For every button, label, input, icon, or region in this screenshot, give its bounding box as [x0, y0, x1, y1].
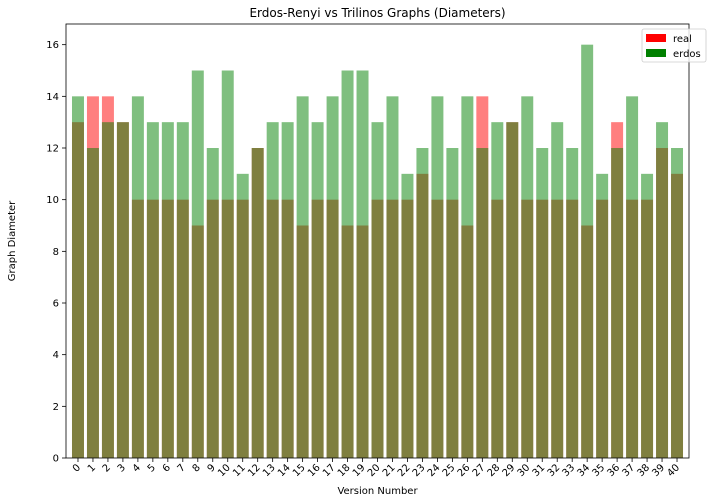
x-tick-label: 6: [161, 462, 173, 474]
legend: real erdos: [641, 28, 707, 63]
bar-erdos-20: [371, 122, 384, 459]
bar-erdos-35: [596, 173, 609, 459]
bar-erdos-1: [86, 148, 99, 458]
x-tick-label: 1: [86, 462, 98, 474]
bar-erdos-40: [671, 148, 684, 458]
bar-erdos-30: [521, 96, 534, 458]
y-axis: 0 2 4 6 8 10 12 14 16: [46, 40, 66, 465]
y-tick-label: 14: [46, 92, 59, 103]
bar-erdos-6: [161, 122, 174, 459]
bar-erdos-0: [71, 96, 84, 458]
bar-erdos-14: [281, 122, 294, 459]
bar-erdos-37: [626, 96, 639, 458]
bar-erdos-3: [116, 122, 129, 459]
bar-erdos-24: [431, 96, 444, 458]
bar-erdos-13: [266, 122, 279, 459]
y-tick-label: 4: [53, 350, 59, 361]
bar-erdos-22: [401, 173, 414, 459]
bar-erdos-36: [611, 148, 624, 458]
bar-erdos-29: [506, 122, 519, 459]
y-tick-label: 6: [53, 299, 59, 310]
bars-layer: [71, 44, 684, 459]
y-axis-label: Graph Diameter: [7, 200, 18, 281]
y-tick-label: 12: [46, 144, 59, 155]
x-tick-label: 2: [101, 462, 113, 474]
y-tick-label: 10: [46, 195, 59, 206]
bar-erdos-26: [461, 96, 474, 458]
bar-erdos-12: [251, 148, 264, 458]
y-tick-label: 0: [53, 454, 59, 465]
bar-erdos-17: [326, 96, 339, 458]
x-tick-label: 0: [71, 462, 83, 474]
bar-erdos-38: [641, 173, 654, 459]
legend-label-erdos: erdos: [673, 49, 701, 60]
y-tick-label: 16: [46, 40, 59, 51]
bar-erdos-39: [656, 122, 669, 459]
x-tick-label: 7: [176, 462, 188, 474]
x-tick-label: 40: [665, 462, 682, 479]
bar-erdos-9: [206, 148, 219, 458]
bar-erdos-16: [311, 122, 324, 459]
x-tick-label: 5: [146, 462, 158, 474]
x-tick-label: 9: [206, 462, 218, 474]
bar-erdos-27: [476, 148, 489, 458]
legend-label-real: real: [673, 34, 692, 45]
plot-frame: [65, 23, 690, 459]
bar-erdos-4: [131, 96, 144, 458]
bar-erdos-8: [191, 70, 204, 458]
bar-erdos-23: [416, 148, 429, 458]
x-tick-label: 8: [191, 462, 203, 474]
bar-erdos-5: [146, 122, 159, 459]
y-tick-label: 2: [53, 402, 59, 413]
bar-erdos-7: [176, 122, 189, 459]
chart-title: Erdos-Renyi vs Trilinos Graphs (Diameter…: [249, 6, 505, 20]
bar-erdos-18: [341, 70, 354, 458]
bar-erdos-2: [101, 122, 114, 459]
x-tick-label: 4: [131, 462, 143, 474]
bar-erdos-19: [356, 70, 369, 458]
bar-erdos-25: [446, 148, 459, 458]
legend-swatch-real: [646, 34, 666, 42]
bar-erdos-33: [566, 148, 579, 458]
x-axis-label: Version Number: [337, 486, 418, 497]
bar-erdos-31: [536, 148, 549, 458]
legend-swatch-erdos: [646, 49, 666, 57]
bar-erdos-10: [221, 70, 234, 458]
bar-erdos-28: [491, 122, 504, 459]
bar-erdos-34: [581, 44, 594, 459]
y-tick-label: 8: [53, 247, 59, 258]
bar-erdos-21: [386, 96, 399, 458]
bar-erdos-11: [236, 173, 249, 459]
bar-erdos-15: [296, 96, 309, 458]
x-tick-label: 3: [116, 462, 128, 474]
bar-erdos-32: [551, 122, 564, 459]
x-axis: 0 1 2 3 4 5 6 7 8 9101112131415161718192021222324…: [71, 458, 682, 479]
